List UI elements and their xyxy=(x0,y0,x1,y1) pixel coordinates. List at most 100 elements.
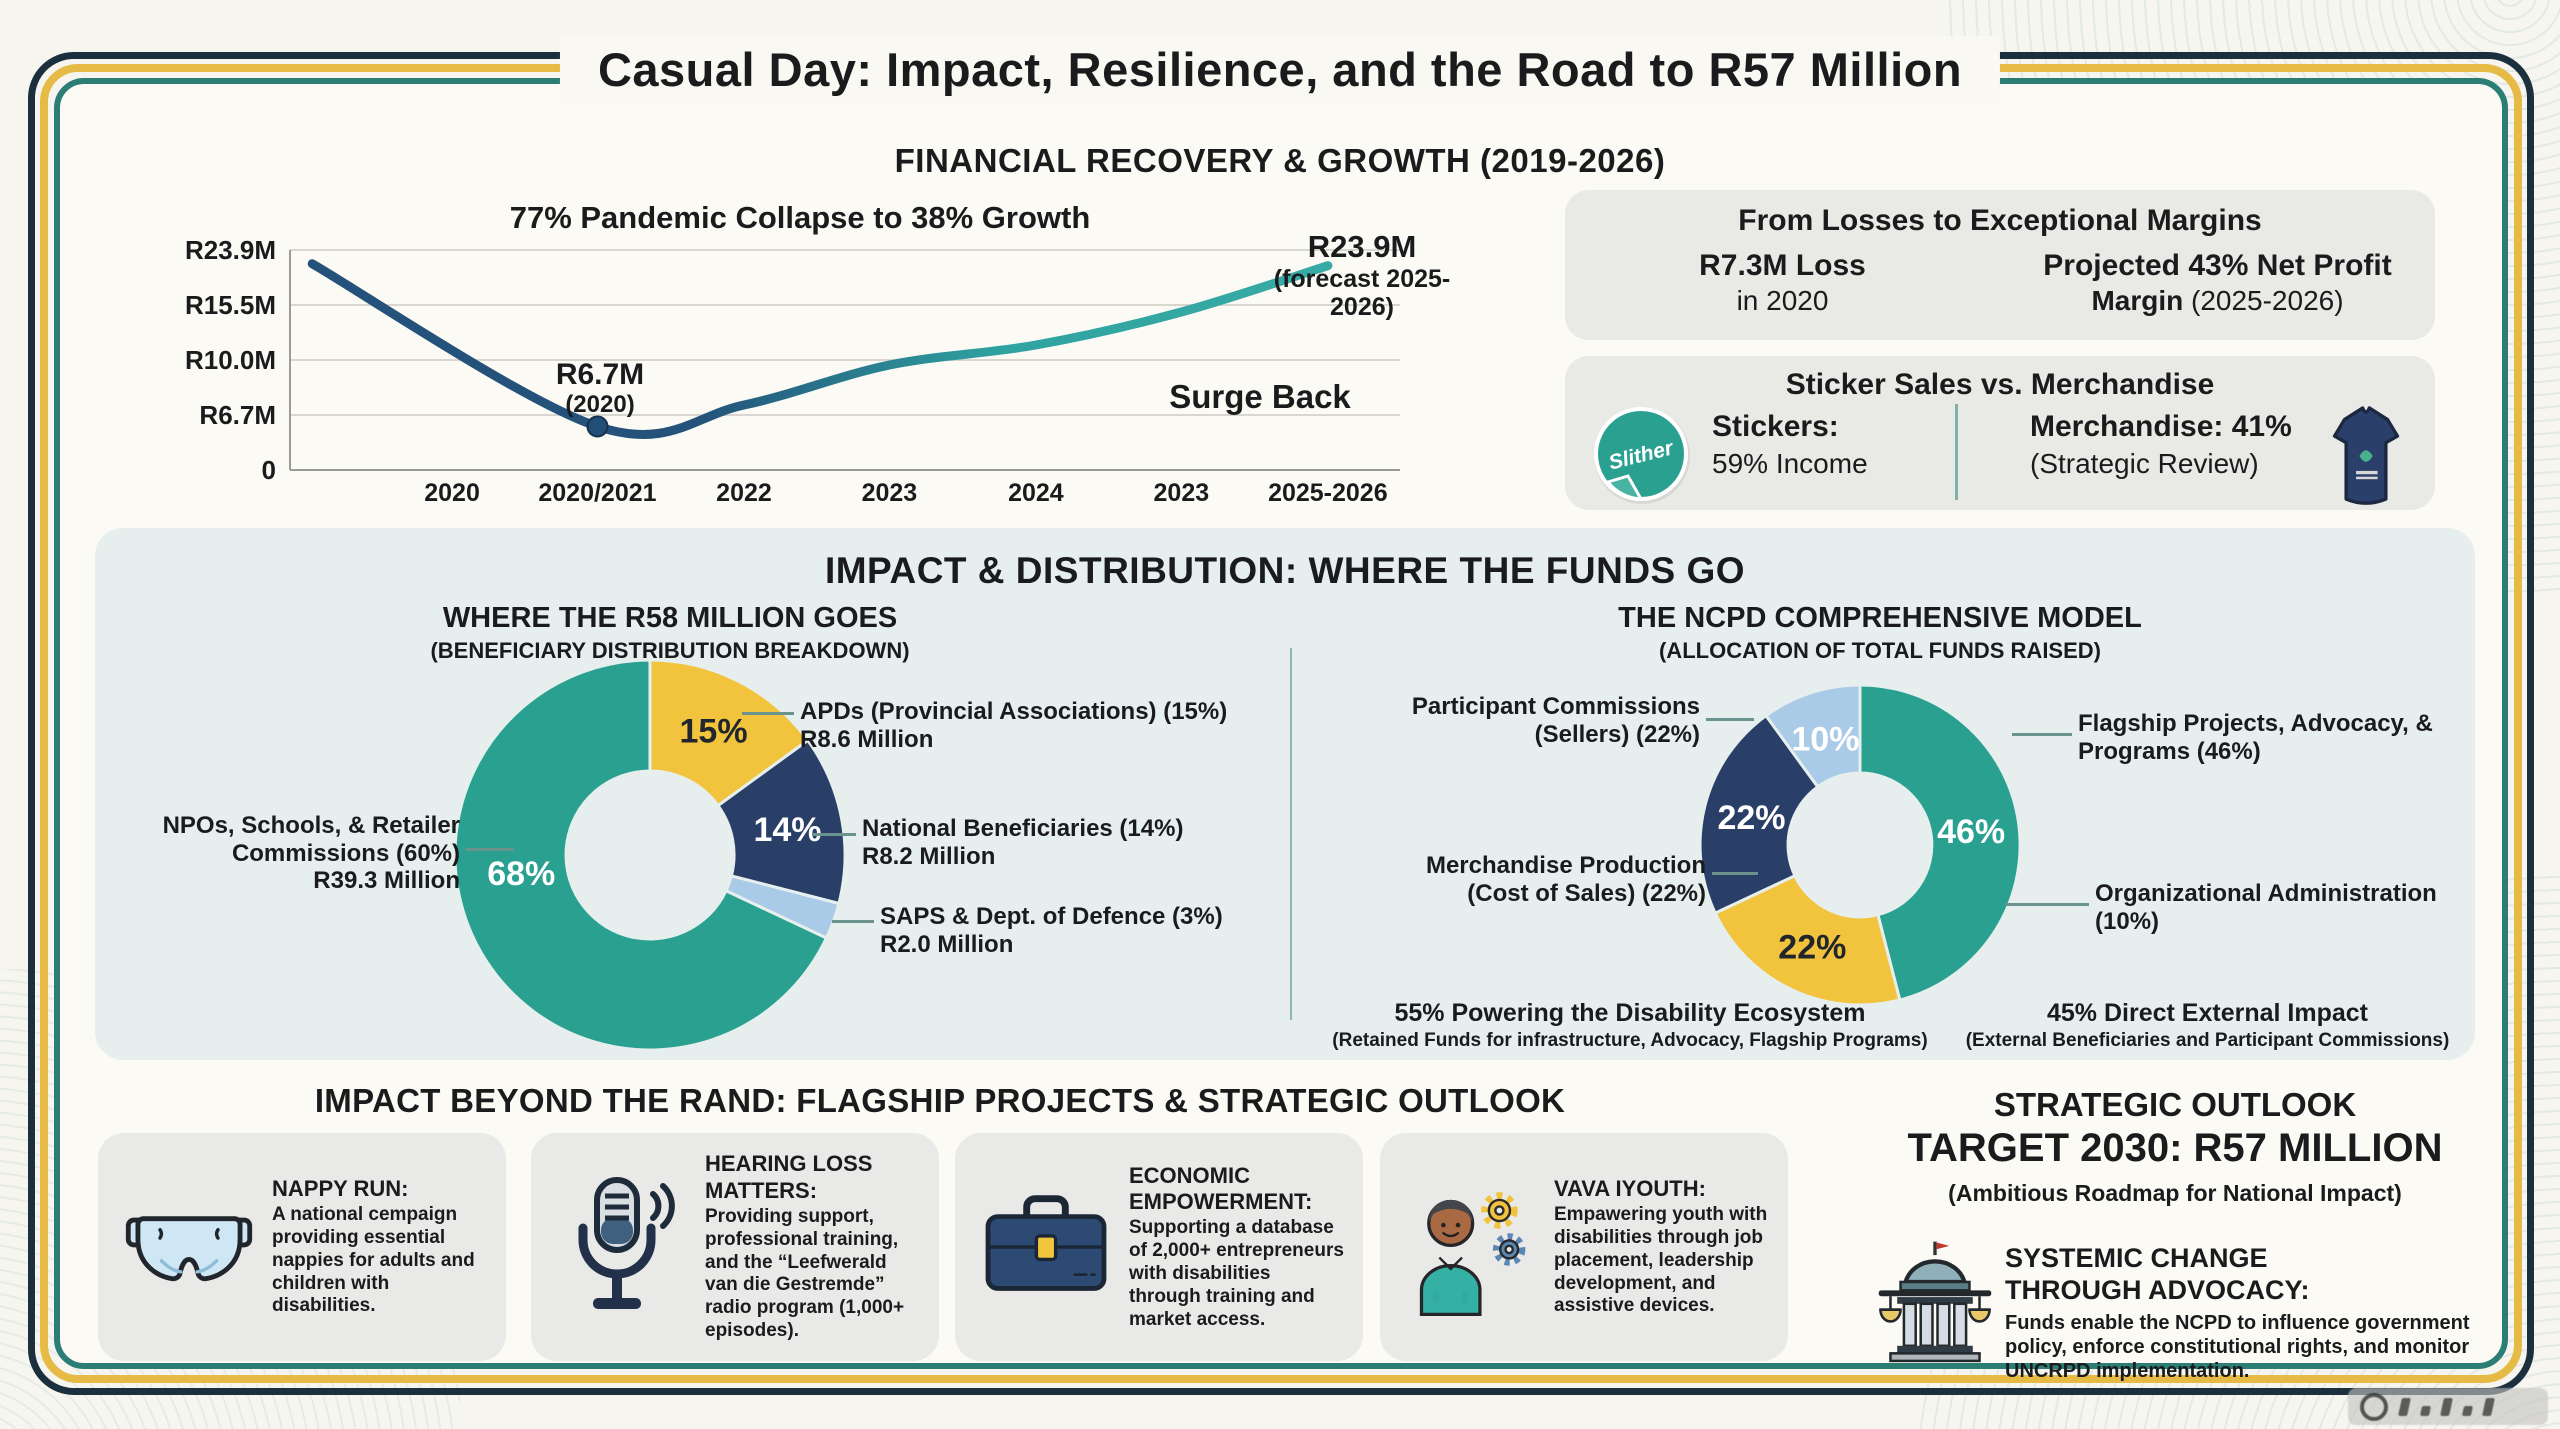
revenue-line xyxy=(307,259,1333,439)
callout-national: National Beneficiaries (14%) R8.2 Millio… xyxy=(862,815,1282,870)
loss-value: R7.3M Loss xyxy=(1699,249,1866,282)
watermark-glyph xyxy=(2398,1397,2411,1416)
ncpd-model-donut-chart: 46% 22% 22% 10% xyxy=(1698,683,2022,1007)
person-gears-icon xyxy=(1419,1192,1526,1316)
y-axis-tick-label: R6.7M xyxy=(199,400,276,430)
card-economic-body: Supporting a database of 2,000+ entrepre… xyxy=(1129,1217,1344,1330)
stickers-share: 59% Income xyxy=(1712,447,1868,479)
callout-line-national xyxy=(812,833,856,836)
advocacy-body: Funds enable the NCPD to influence gover… xyxy=(2005,1311,2470,1382)
callout-org-admin-label: Organizational Administration (10%) xyxy=(2095,880,2437,935)
callout-national-label: National Beneficiaries (14%) xyxy=(862,815,1184,842)
callout-line-saps xyxy=(832,920,874,923)
donut-slice xyxy=(1858,683,2022,1002)
card-nappy-body: A national cempaign providing essential … xyxy=(272,1204,475,1317)
x-axis-tick-label: 2020/2021 xyxy=(538,479,656,507)
watermark-glyph xyxy=(2482,1397,2495,1416)
slice-percent-label: 68% xyxy=(487,855,555,893)
card-vava-body: Empawering youth with disabilities throu… xyxy=(1554,1204,1768,1317)
sticker-icon: Slither xyxy=(1594,407,1690,504)
callout-npos-amount: R39.3 Million xyxy=(313,867,460,895)
margins-panel: From Losses to Exceptional Margins R7.3M… xyxy=(1565,190,2435,340)
donut2-title: THE NCPD COMPREHENSIVE MODEL xyxy=(1618,602,2142,634)
briefcase-icon xyxy=(985,1195,1107,1291)
slice-percent-label: 22% xyxy=(1717,799,1785,837)
footnote-external-title: 45% Direct External Impact xyxy=(2047,999,2368,1027)
donut-slice xyxy=(1698,713,1820,916)
y-axis-tick-label: 0 xyxy=(262,455,276,485)
slice-percent-label: 46% xyxy=(1937,813,2005,851)
dip-data-point xyxy=(586,415,609,438)
callout-org-admin: Organizational Administration (10%) xyxy=(2095,880,2475,935)
callout-merch-production-label: Merchandise Production (Cost of Sales) (… xyxy=(1425,852,1706,907)
forecast-annotation-value: R23.9M xyxy=(1307,229,1417,264)
card-hearing-title: HEARING LOSS MATTERS: xyxy=(705,1151,873,1203)
callout-line-merch xyxy=(1712,872,1758,875)
merch-label: Merchandise: 41% xyxy=(2030,410,2292,443)
profit-value: Projected 43% Net Profit xyxy=(2043,249,2392,282)
donut1-title: WHERE THE R58 MILLION GOES xyxy=(442,602,898,634)
card-hearing-body: Providing support, professional training… xyxy=(705,1206,905,1341)
callout-participant-label: Participant Commissions (Sellers) (22%) xyxy=(1411,693,1700,748)
watermark xyxy=(2348,1388,2548,1425)
card-nappy-title: NAPPY RUN: xyxy=(272,1175,409,1201)
x-axis-tick-label: 2022 xyxy=(716,479,772,507)
callout-line-flagship xyxy=(2012,733,2072,736)
x-axis-tick-label: 2024 xyxy=(1008,479,1064,507)
callout-apds: APDs (Provincial Associations) (15%) R8.… xyxy=(800,698,1270,753)
beneficiary-donut-chart: 15% 14% 68% xyxy=(453,658,847,1052)
profit-stat: Projected 43% Net Profit Margin (2025-20… xyxy=(2000,248,2435,318)
tshirt-icon xyxy=(2332,406,2400,505)
callout-npos: NPOs, Schools, & Retailer Commissions (6… xyxy=(140,812,460,895)
callout-saps: SAPS & Dept. of Defence (3%) R2.0 Millio… xyxy=(880,903,1300,958)
card-economic-title: ECONOMIC EMPOWERMENT: xyxy=(1129,1162,1313,1214)
card-hearing-loss: HEARING LOSS MATTERS: Providing support,… xyxy=(531,1133,939,1361)
advocacy-title: SYSTEMIC CHANGE THROUGH ADVOCACY: xyxy=(2005,1243,2310,1306)
dip-annotation-year: (2020) xyxy=(565,390,635,418)
footnote-external-sub: (External Beneficiaries and Participant … xyxy=(1965,1030,2450,1052)
donut-slice xyxy=(648,658,810,808)
profit-margin-word: Margin xyxy=(2091,285,2184,316)
callout-line-npos xyxy=(466,848,514,851)
donut1-subtitle: (BENEFICIARY DISTRIBUTION BREAKDOWN) xyxy=(430,638,910,663)
donut-slice xyxy=(715,738,847,906)
footnote-ecosystem: 55% Powering the Disability Ecosystem (R… xyxy=(1325,998,1935,1053)
watermark-glyph xyxy=(2461,1405,2474,1416)
y-axis-tick-label: R10.0M xyxy=(185,345,276,375)
strategic-outlook-title: STRATEGIC OUTLOOK xyxy=(1993,1086,2357,1123)
surge-back-label: Surge Back xyxy=(1169,378,1351,415)
card-nappy-run: NAPPY RUN: A national cempaign providing… xyxy=(98,1133,506,1361)
watermark-glyph xyxy=(2440,1397,2453,1416)
x-axis-tick-label: 2023 xyxy=(1154,479,1210,507)
outlook-subtitle: (Ambitious Roadmap for National Impact) xyxy=(1948,1180,2402,1206)
stickers-stat: Stickers: 59% Income xyxy=(1712,408,1868,481)
watermark-glyph xyxy=(2360,1392,2388,1421)
card-vava-title: VAVA IYOUTH: xyxy=(1554,1175,1706,1201)
watermark-glyph xyxy=(2419,1405,2432,1416)
government-scales-icon xyxy=(1878,1241,1992,1363)
callout-flagship-label: Flagship Projects, Advocacy, & Programs … xyxy=(2078,710,2433,765)
callout-flagship: Flagship Projects, Advocacy, & Programs … xyxy=(2078,710,2478,765)
advocacy-block: SYSTEMIC CHANGE THROUGH ADVOCACY: Funds … xyxy=(2005,1242,2485,1383)
section-divider xyxy=(1290,648,1292,1020)
callout-saps-amount: R2.0 Million xyxy=(880,930,1014,958)
callout-saps-label: SAPS & Dept. of Defence (3%) xyxy=(880,903,1223,930)
callout-line-apds xyxy=(742,712,794,715)
impact-section-title: IMPACT & DISTRIBUTION: WHERE THE FUNDS G… xyxy=(824,550,1746,591)
forecast-annotation-sub: (forecast 2025-2026) xyxy=(1273,264,1451,321)
callout-line-org xyxy=(2005,903,2089,906)
loss-year: in 2020 xyxy=(1736,285,1829,316)
x-axis-tick-label: 2020 xyxy=(424,479,480,507)
merch-stat: Merchandise: 41% (Strategic Review) xyxy=(2030,408,2292,481)
financial-section-title: FINANCIAL RECOVERY & GROWTH (2019-2026) xyxy=(894,142,1666,179)
profit-years: (2025-2026) xyxy=(2183,285,2344,316)
callout-national-amount: R8.2 Million xyxy=(862,842,996,870)
merch-note: (Strategic Review) xyxy=(2030,447,2259,479)
revenue-line-chart: R23.9M R15.5M R10.0M R6.7M 0 2020 2020/2021 202… xyxy=(185,235,1400,507)
sticker-panel-title: Sticker Sales vs. Merchandise xyxy=(1785,368,2215,401)
microphone-icon xyxy=(578,1177,675,1309)
donut-slice xyxy=(1713,873,1902,1007)
slice-percent-label: 14% xyxy=(753,811,821,849)
callout-apds-amount: R8.6 Million xyxy=(800,725,934,753)
slice-percent-label: 10% xyxy=(1791,720,1859,758)
